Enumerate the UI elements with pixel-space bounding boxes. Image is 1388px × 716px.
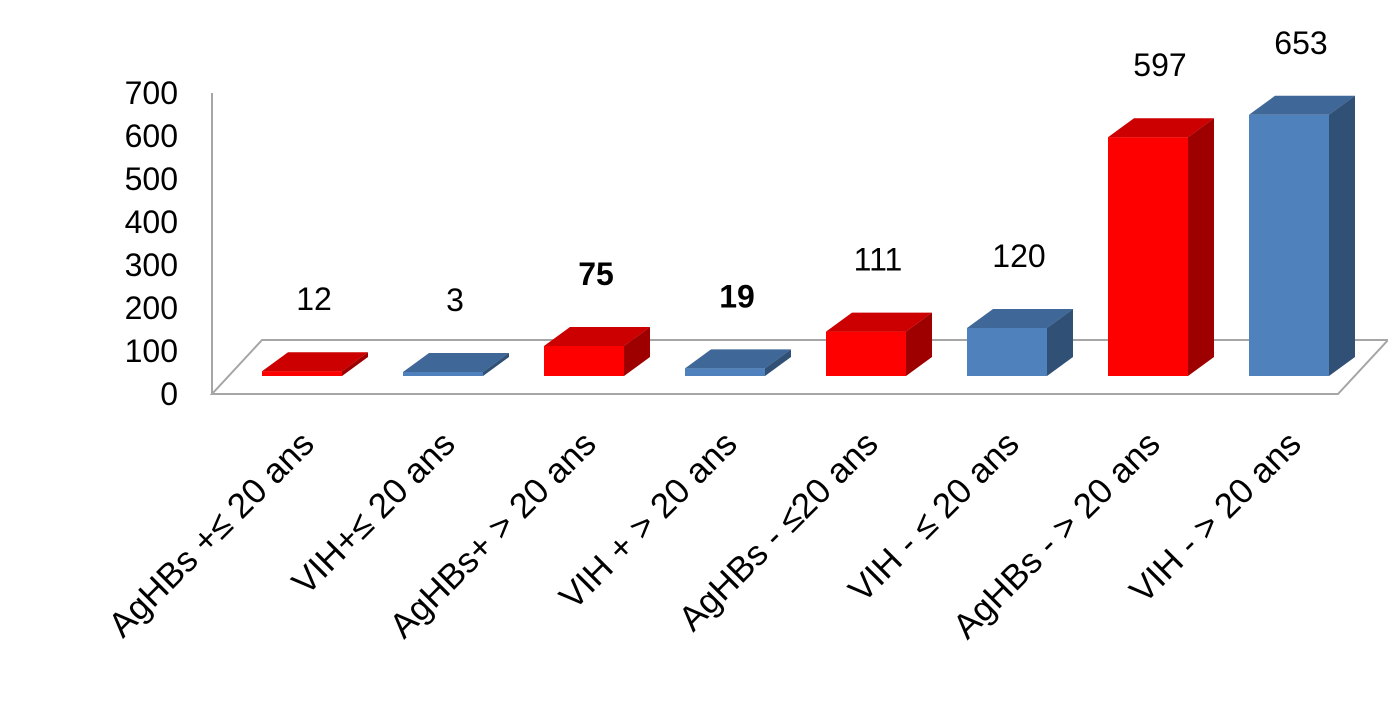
bar-front	[403, 372, 483, 376]
data-label: 653	[1274, 25, 1327, 61]
bar-top	[262, 352, 368, 372]
y-tick-label: 100	[125, 333, 178, 369]
bar-top	[685, 349, 791, 369]
data-label: 597	[1133, 47, 1186, 83]
bar-top	[403, 353, 509, 372]
y-tick-label: 200	[125, 290, 178, 326]
bar-side	[1047, 309, 1073, 376]
bar-front	[826, 331, 906, 376]
bar-top	[1108, 118, 1214, 138]
data-label: 75	[578, 256, 614, 292]
bar-side	[765, 349, 791, 376]
bar-series	[262, 95, 1355, 377]
bar-front	[967, 328, 1047, 376]
bar-side	[342, 352, 368, 376]
bar	[826, 312, 932, 376]
chart-floor	[209, 339, 1388, 395]
data-labels: 12 3 75 19 111 120 597 653	[296, 25, 1327, 318]
bar-front	[262, 371, 342, 376]
category-label: AgHBs +≤ 20 ans	[101, 424, 322, 645]
y-tick-label: 500	[125, 161, 178, 197]
bar-side	[483, 353, 509, 376]
bar	[403, 353, 509, 376]
y-tick-label: 700	[125, 75, 178, 111]
bar-front	[1108, 137, 1188, 376]
bar-side	[1329, 95, 1355, 377]
y-tick-label: 600	[125, 118, 178, 154]
data-label: 12	[296, 281, 332, 317]
data-label: 111	[854, 242, 903, 278]
chart-axes	[209, 93, 1388, 395]
bar-front	[1249, 114, 1329, 377]
data-label: 19	[719, 278, 755, 314]
bar	[685, 349, 791, 376]
bar-top	[544, 327, 650, 346]
data-label: 120	[992, 238, 1045, 274]
y-tick-label: 400	[125, 204, 178, 240]
bar-top	[1249, 95, 1355, 115]
bar	[262, 352, 368, 376]
bar	[1108, 118, 1214, 376]
y-tick-label: 300	[125, 247, 178, 283]
bar-side	[1188, 118, 1214, 376]
bar-front	[685, 368, 765, 376]
y-tick-label: 0	[160, 376, 178, 412]
y-axis-ticks: 0 100 200 300 400 500 600 700	[125, 75, 178, 412]
bar-top	[826, 312, 932, 332]
bar-front	[544, 346, 624, 376]
bar	[967, 309, 1073, 376]
data-label: 3	[446, 282, 464, 318]
bar-top	[967, 309, 1073, 328]
bar	[1249, 95, 1355, 377]
bar-side	[624, 327, 650, 376]
bar-side	[906, 312, 932, 376]
bar	[544, 327, 650, 376]
